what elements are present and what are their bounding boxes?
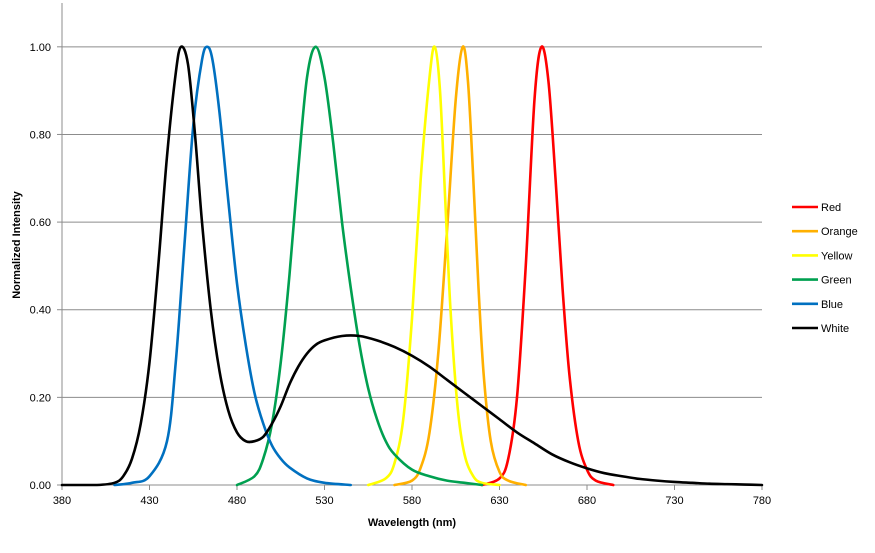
y-tick-label: 0.00 (30, 480, 51, 492)
gridlines (62, 46, 762, 398)
legend: Red Orange Yellow Green Blue White (792, 202, 858, 335)
legend-label-blue: Blue (821, 299, 843, 311)
y-axis-title: Normalized Intensity (11, 190, 23, 298)
x-tick-label: 530 (315, 495, 333, 507)
legend-label-red: Red (821, 202, 841, 214)
y-tick-label: 0.80 (30, 129, 51, 141)
x-tick-label: 480 (228, 495, 246, 507)
series-line-green (235, 45, 484, 487)
x-tick-label: 630 (490, 495, 508, 507)
legend-label-yellow: Yellow (821, 250, 852, 262)
x-axis-title: Wavelength (nm) (368, 517, 457, 529)
x-tick-label: 680 (578, 495, 596, 507)
series-line-blue (113, 45, 353, 487)
y-tick-label: 0.40 (30, 305, 51, 317)
y-axis-ticks: 0.00 0.20 0.40 0.60 0.80 1.00 (30, 42, 62, 492)
legend-label-orange: Orange (821, 226, 858, 238)
x-tick-label: 780 (753, 495, 771, 507)
x-tick-label: 380 (53, 495, 71, 507)
series-line-red (480, 45, 615, 487)
y-tick-label: 1.00 (30, 42, 51, 54)
series-line-white (60, 45, 764, 487)
x-axis-ticks: 380 430 480 530 580 630 680 730 780 (53, 485, 771, 507)
legend-label-green: Green (821, 275, 852, 287)
x-tick-label: 580 (403, 495, 421, 507)
y-tick-label: 0.20 (30, 392, 51, 404)
series-line-orange (393, 45, 528, 487)
x-tick-label: 730 (665, 495, 683, 507)
series-lines (60, 45, 764, 487)
x-tick-label: 430 (140, 495, 158, 507)
legend-label-white: White (821, 323, 849, 335)
y-tick-label: 0.60 (30, 217, 51, 229)
axes (61, 3, 762, 486)
series-line-yellow (366, 45, 501, 487)
